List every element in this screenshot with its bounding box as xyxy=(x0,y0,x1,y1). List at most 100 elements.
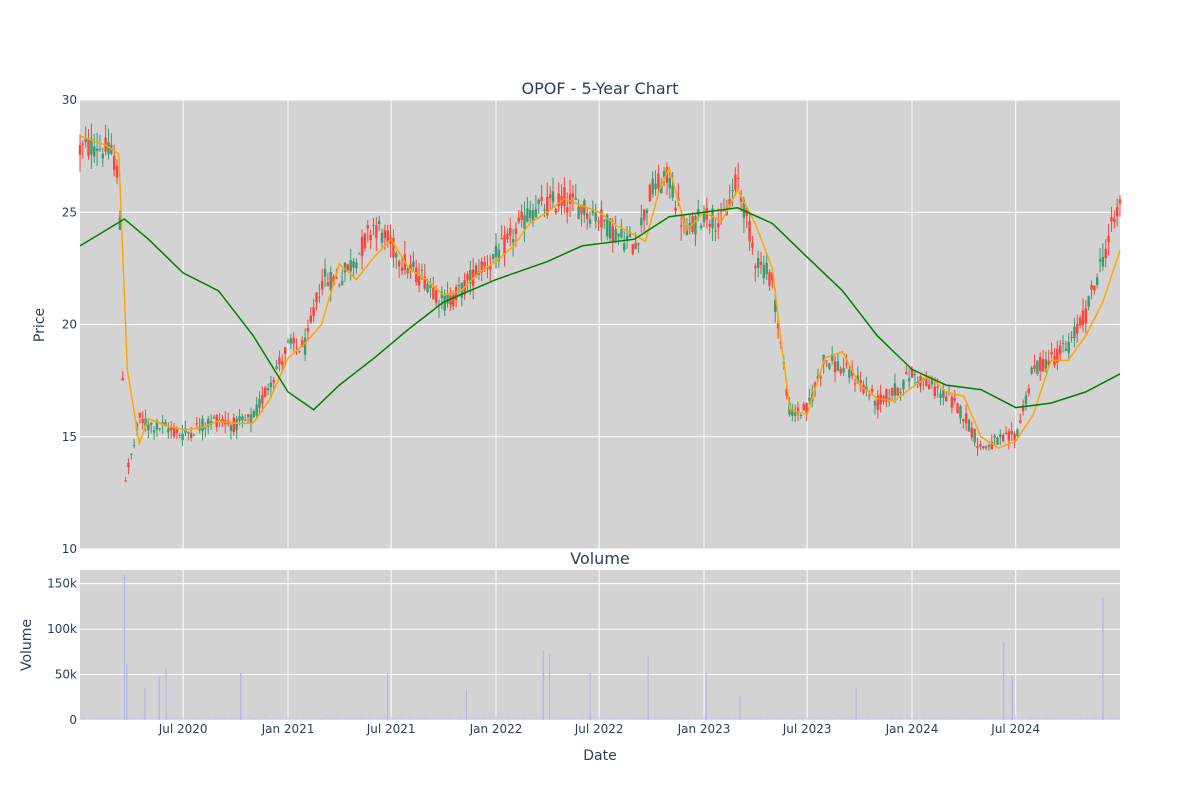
volume-bar xyxy=(272,715,273,720)
volume-bar xyxy=(137,718,139,720)
candle-body xyxy=(990,441,993,450)
candle-body xyxy=(1024,395,1028,405)
candle-body xyxy=(1047,360,1050,366)
volume-bar xyxy=(295,718,296,720)
volume-bar xyxy=(720,717,721,720)
volume-bar xyxy=(298,717,300,720)
volume-bar xyxy=(401,718,402,720)
volume-bar xyxy=(402,714,403,720)
volume-bar xyxy=(773,715,775,720)
candle-body xyxy=(1030,367,1033,374)
candle-body xyxy=(711,208,714,229)
volume-bar xyxy=(629,718,630,720)
candle-body xyxy=(141,418,144,423)
candle-body xyxy=(303,337,307,355)
volume-bar xyxy=(344,717,345,720)
volume-bar xyxy=(214,716,215,720)
volume-bar xyxy=(338,715,340,720)
candle-body xyxy=(355,262,358,269)
candle-body xyxy=(241,416,244,421)
candle-body xyxy=(831,354,834,362)
candle-body xyxy=(534,209,538,218)
volume-bar xyxy=(727,716,728,720)
candle-body xyxy=(474,265,478,276)
volume-bar xyxy=(582,715,583,720)
volume-bar xyxy=(609,716,611,720)
volume-bar xyxy=(668,715,670,720)
candle-body xyxy=(979,444,982,447)
candle-body xyxy=(301,340,304,348)
candle-body xyxy=(192,434,196,436)
volume-bar xyxy=(281,718,283,720)
volume-bar xyxy=(520,718,522,720)
candle-body xyxy=(756,257,760,269)
volume-bar xyxy=(278,715,279,720)
volume-bar xyxy=(414,718,416,720)
candle-body xyxy=(1021,405,1025,412)
candle-body xyxy=(281,361,284,365)
candle-body xyxy=(588,218,592,224)
candle-body xyxy=(81,143,85,145)
volume-bar xyxy=(747,714,749,720)
volume-bar xyxy=(182,715,183,720)
volume-bar xyxy=(788,717,790,720)
volume-bar xyxy=(763,717,765,720)
volume-bar xyxy=(673,716,675,720)
volume-bar xyxy=(656,716,658,720)
volume-bar xyxy=(116,716,117,720)
volume-bar xyxy=(882,717,883,720)
volume-bar-spike xyxy=(1003,642,1005,720)
volume-bar xyxy=(577,717,579,720)
candle-body xyxy=(848,369,851,378)
volume-bar xyxy=(525,715,526,720)
volume-bar xyxy=(146,718,148,720)
candle-body xyxy=(1081,310,1085,325)
volume-bar xyxy=(794,716,795,720)
candle-body xyxy=(793,412,797,416)
volume-bar xyxy=(519,716,521,720)
volume-bar xyxy=(931,716,932,720)
candle-body xyxy=(249,414,253,424)
volume-bar xyxy=(304,717,305,720)
volume-bar xyxy=(463,717,465,720)
volume-bar xyxy=(436,716,438,720)
volume-bar xyxy=(567,716,569,720)
volume-bar xyxy=(1063,718,1064,720)
volume-bar xyxy=(435,718,436,720)
volume-bar xyxy=(869,715,871,720)
candle-body xyxy=(275,366,278,369)
candle-body xyxy=(124,480,127,482)
volume-bar xyxy=(654,715,655,720)
candle-body xyxy=(329,271,332,291)
volume-bar xyxy=(254,716,255,720)
volume-bar xyxy=(403,715,404,720)
volume-bar xyxy=(964,717,965,720)
volume-bar xyxy=(464,714,466,720)
volume-bar xyxy=(472,716,474,720)
volume-bar xyxy=(826,714,827,720)
volume-bar xyxy=(505,715,507,720)
volume-bar xyxy=(910,717,912,720)
volume-bar xyxy=(1070,718,1071,720)
volume-bar xyxy=(595,717,597,720)
candle-body xyxy=(973,428,976,443)
volume-bar xyxy=(697,717,699,720)
candle-body xyxy=(443,295,446,311)
volume-bar xyxy=(259,718,261,720)
volume-bar xyxy=(725,715,727,720)
volume-bar xyxy=(760,715,761,720)
volume-bar xyxy=(752,717,753,720)
volume-bar xyxy=(951,715,953,720)
candle-body xyxy=(204,427,207,429)
volume-bar xyxy=(201,718,203,720)
volume-bar xyxy=(486,716,488,720)
candle-body xyxy=(78,145,82,155)
volume-bar xyxy=(778,717,779,720)
volume-bar xyxy=(572,715,573,720)
volume-bar xyxy=(709,717,711,720)
volume-bar xyxy=(247,718,248,720)
volume-bar xyxy=(357,715,359,720)
candle-body xyxy=(95,148,99,152)
candle-body xyxy=(457,285,461,287)
volume-bar xyxy=(950,716,952,720)
